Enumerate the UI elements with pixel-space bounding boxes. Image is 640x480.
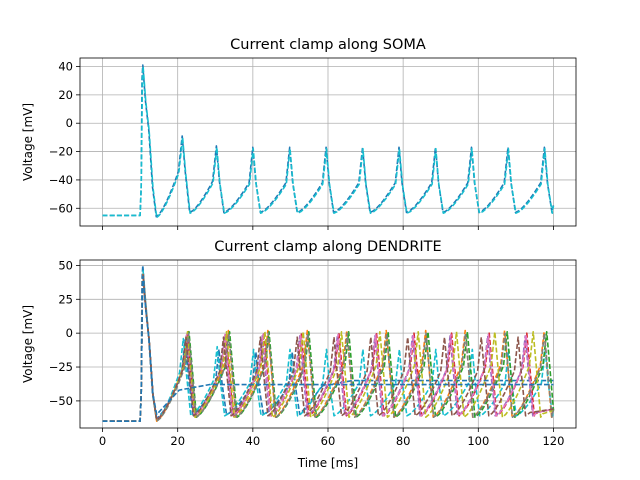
y-tick-label: −60 <box>49 201 73 215</box>
y-tick-label: 0 <box>66 116 73 130</box>
y-tick-label: 20 <box>58 88 73 102</box>
traces <box>102 64 555 219</box>
x-tick-label: 100 <box>467 434 489 448</box>
chart-1: −60 −40 −20 0 20 40 Current clamp along SOMA Vo… <box>21 37 577 230</box>
y-tick-label: 50 <box>58 258 73 272</box>
x-tick-label: 40 <box>246 434 261 448</box>
y-tick-label: −40 <box>49 173 73 187</box>
x-tick-label: 60 <box>321 434 336 448</box>
y-tick-label: −20 <box>49 145 73 159</box>
chart-2: 0 20 40 60 80 100 120 −50 −25 0 25 50 Current clamp … <box>21 239 577 470</box>
x-tick-label: 80 <box>396 434 411 448</box>
y-tick-label: −50 <box>49 394 73 408</box>
chart-title: Current clamp along DENDRITE <box>214 239 441 255</box>
series-line-10 <box>102 274 554 422</box>
y-tick-label: 25 <box>58 292 73 306</box>
series-line-11 <box>102 275 554 422</box>
series-line-1 <box>102 264 554 422</box>
series-line-1 <box>102 64 555 218</box>
y-axis-label: Voltage [mV] <box>21 103 35 181</box>
y-axis-label: Voltage [mV] <box>21 305 35 383</box>
chart-title: Current clamp along SOMA <box>230 37 426 53</box>
x-axis-label: Time [ms] <box>297 456 359 470</box>
y-tick-label: 0 <box>66 326 73 340</box>
traces <box>102 264 555 422</box>
series-line-8 <box>102 274 554 422</box>
y-tick-label: 40 <box>58 60 73 74</box>
x-tick-label: 20 <box>170 434 185 448</box>
series-line-2 <box>102 65 555 219</box>
series-line-9 <box>102 274 555 422</box>
x-tick-label: 0 <box>99 434 106 448</box>
y-tick-label: −25 <box>49 360 73 374</box>
x-tick-label: 120 <box>542 434 564 448</box>
